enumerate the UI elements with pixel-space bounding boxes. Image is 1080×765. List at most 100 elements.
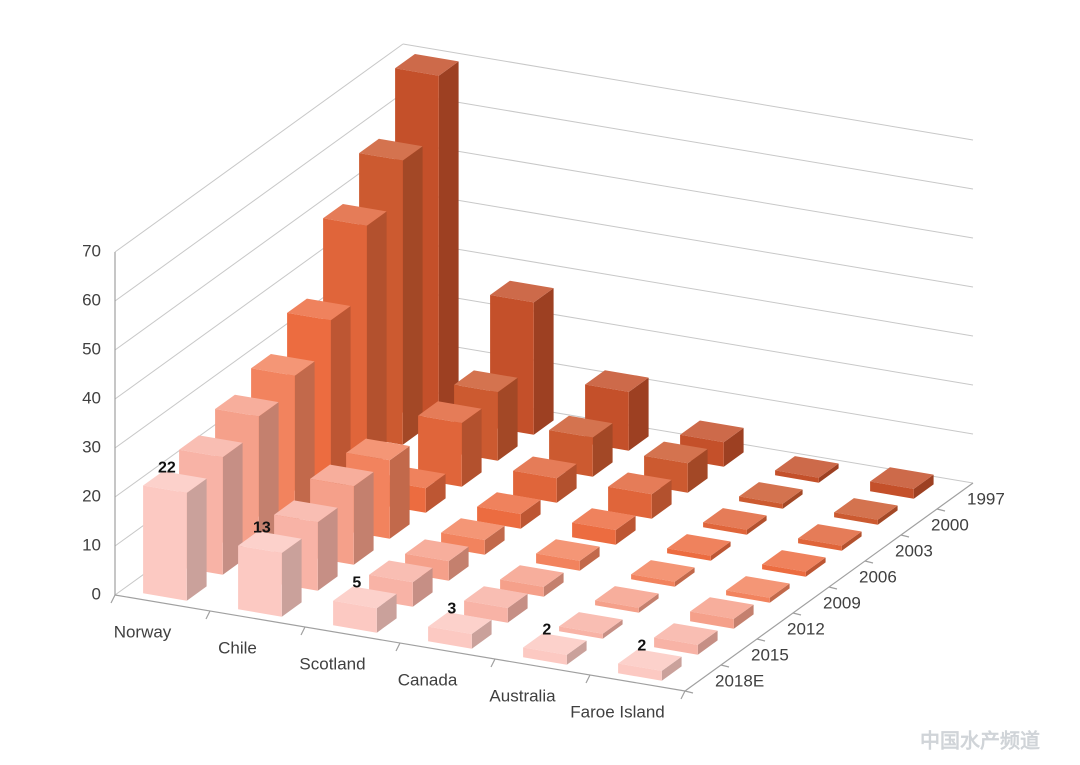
bar-face xyxy=(464,586,528,608)
bar-face xyxy=(402,146,423,445)
grid-line xyxy=(402,288,974,386)
bar-face xyxy=(654,637,698,655)
bar xyxy=(798,524,862,551)
depth-tick xyxy=(756,638,766,642)
bar-face xyxy=(798,538,842,551)
y-tick-label: 0 xyxy=(92,584,101,603)
bar-face xyxy=(739,482,803,504)
bar xyxy=(500,565,564,597)
bar-face xyxy=(441,532,485,555)
x-tick xyxy=(110,594,116,604)
bar-face xyxy=(631,574,675,587)
bar-face xyxy=(733,604,754,629)
bar-face xyxy=(425,473,446,513)
legend-label: 2000 xyxy=(931,515,969,534)
bar xyxy=(703,508,767,535)
y-tick-label: 30 xyxy=(82,437,101,456)
bar-face xyxy=(834,498,898,520)
bar-face xyxy=(369,560,433,583)
depth-tick xyxy=(720,664,730,668)
bar-face xyxy=(608,486,652,519)
bar-face xyxy=(274,500,338,523)
bar xyxy=(428,612,492,649)
bar-face xyxy=(680,420,744,443)
bar-face xyxy=(566,640,587,665)
legend-label: 2012 xyxy=(787,619,825,638)
bar-face xyxy=(533,288,554,435)
data-label: 2 xyxy=(542,621,551,638)
bar-face xyxy=(592,423,613,477)
x-tick xyxy=(585,674,591,684)
bar-face xyxy=(602,619,623,639)
grid-line xyxy=(402,43,974,141)
bar-face xyxy=(703,508,767,530)
bar-face xyxy=(690,597,754,619)
bar-face xyxy=(572,508,636,530)
watermark: 中国水产频道 xyxy=(920,728,1040,752)
bar xyxy=(608,472,672,519)
bar-face xyxy=(608,472,672,495)
bar-face xyxy=(556,463,577,503)
bar-face xyxy=(834,512,878,525)
grid-line xyxy=(402,239,974,337)
bar-face xyxy=(359,138,423,161)
bar-face xyxy=(667,534,731,556)
x-tick xyxy=(300,626,306,636)
bar-face xyxy=(543,572,564,597)
bar-face xyxy=(644,441,708,464)
data-label: 13 xyxy=(253,519,271,536)
bar xyxy=(333,586,397,633)
bar-face xyxy=(585,370,649,392)
legend-label: 2015 xyxy=(751,645,789,664)
bar-face xyxy=(438,61,459,419)
bar-face xyxy=(697,630,718,655)
bar-face xyxy=(703,522,747,535)
bar-face xyxy=(520,499,541,529)
bar xyxy=(238,531,302,617)
bar-face xyxy=(287,298,351,321)
bar-face xyxy=(366,211,387,471)
data-label: 22 xyxy=(158,459,176,476)
bar-face xyxy=(595,586,659,608)
depth-tick xyxy=(900,534,910,538)
bar-face xyxy=(418,415,462,487)
bar-face xyxy=(500,579,544,597)
bar-face xyxy=(507,593,528,623)
bar-face xyxy=(441,518,505,540)
bar-face xyxy=(595,600,639,613)
bar-face xyxy=(179,435,243,458)
bar-face xyxy=(870,481,914,499)
y-tick-label: 40 xyxy=(82,388,101,407)
bar-face xyxy=(346,438,410,461)
grid-line xyxy=(114,92,404,302)
bar-face xyxy=(330,306,351,497)
bar-face xyxy=(628,377,649,451)
bar-face xyxy=(651,479,672,519)
depth-tick xyxy=(828,586,838,590)
bar-face xyxy=(877,505,898,525)
legend-label: 1997 xyxy=(967,489,1005,508)
grid-line xyxy=(402,92,974,190)
bar-face xyxy=(870,467,934,489)
data-label: 2 xyxy=(637,637,646,654)
bar-face xyxy=(497,377,518,461)
bar-face xyxy=(726,590,770,603)
bar-face xyxy=(477,492,541,514)
bar-face xyxy=(523,647,567,665)
x-tick-label: Norway xyxy=(114,622,172,641)
bar-face xyxy=(513,456,577,479)
bar-face xyxy=(618,663,662,681)
bar-face xyxy=(536,553,580,571)
bar xyxy=(618,649,682,681)
bar-face xyxy=(310,464,374,487)
bar-face xyxy=(618,649,682,671)
depth-tick xyxy=(864,560,874,564)
bar-face xyxy=(739,496,783,509)
bar-face xyxy=(353,472,374,565)
bar-face xyxy=(412,567,433,607)
bar-face xyxy=(549,415,613,438)
bar xyxy=(572,508,636,545)
legend-label: 2018E xyxy=(715,671,764,690)
bar-face xyxy=(805,557,826,577)
grid-line xyxy=(402,190,974,288)
